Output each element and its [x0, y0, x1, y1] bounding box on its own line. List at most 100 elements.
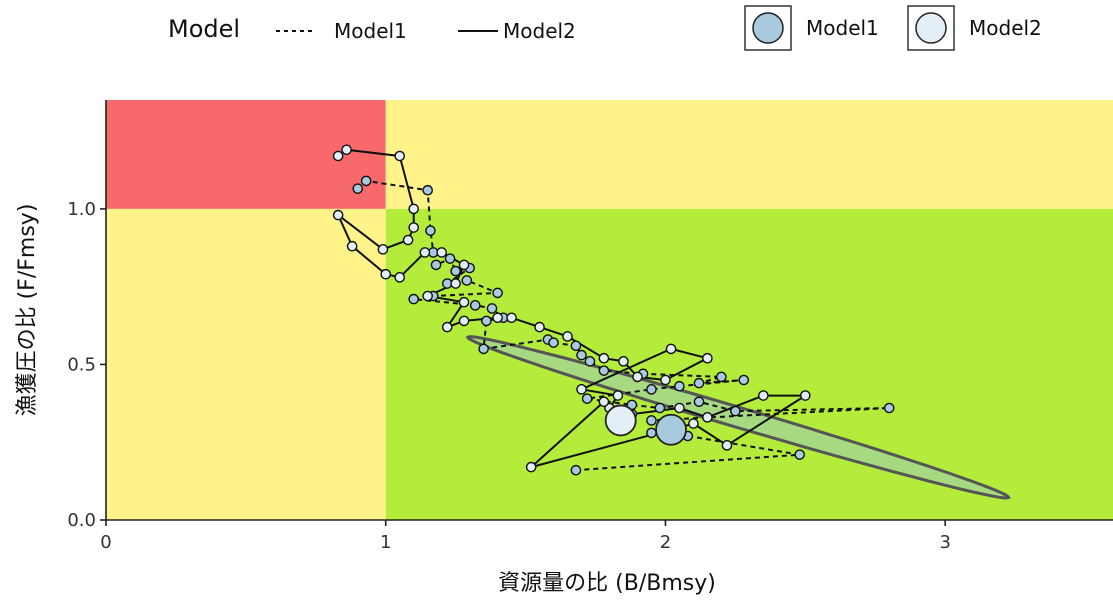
data-point-model2 [618, 356, 629, 367]
current-point-model1 [655, 413, 687, 446]
data-point-model1 [422, 184, 433, 196]
data-point-model2 [632, 371, 643, 383]
data-point-model2 [758, 390, 769, 401]
y-tick-label: 0.0 [67, 510, 96, 531]
confidence-ellipse [465, 335, 1011, 500]
data-point-model2 [394, 272, 406, 283]
data-point-model2 [341, 144, 352, 156]
legend-fill-label-2: Model2 [969, 16, 1042, 40]
data-point-model1 [481, 315, 492, 327]
x-tick-label: 0 [100, 532, 111, 553]
data-point-model2 [377, 244, 389, 255]
data-point-model2 [674, 402, 685, 414]
data-point-model1 [584, 356, 596, 367]
legend-title: Model [168, 15, 240, 43]
data-point-model1 [492, 287, 503, 299]
data-point-model1 [730, 405, 741, 417]
data-point-model1 [461, 275, 473, 286]
data-point-model2 [612, 390, 624, 401]
data-point-model1 [581, 393, 593, 404]
data-point-model1 [674, 380, 685, 392]
data-point-model1 [738, 374, 750, 386]
data-point-model2 [665, 343, 677, 355]
data-point-model1 [360, 175, 372, 187]
axes: 0 1 2 3 0.0 0.5 1.0 [67, 100, 1113, 553]
data-point-model2 [332, 209, 344, 221]
data-point-model2 [562, 331, 573, 342]
legend-fill-swatch-1 [752, 12, 784, 44]
data-point-model2 [441, 321, 453, 333]
data-point-model2 [332, 150, 344, 162]
data-point-model2 [800, 390, 811, 401]
data-point-model2 [721, 440, 733, 451]
legend-linetype-label-1: Model1 [334, 19, 407, 43]
data-point-model2 [458, 296, 470, 308]
data-point-model2 [702, 352, 713, 364]
zone-overfished_overfishing [106, 100, 386, 209]
data-point-model2 [688, 418, 699, 429]
confidence-ellipse-layer [465, 335, 1011, 500]
x-tick-label: 1 [380, 532, 391, 553]
current-point-model2 [604, 404, 637, 437]
data-point-model1 [693, 396, 705, 408]
data-point-model1 [883, 402, 895, 414]
data-point-model1 [576, 349, 587, 361]
trajectory-points [332, 144, 895, 476]
data-point-model1 [716, 371, 727, 383]
data-point-model2 [380, 268, 392, 280]
data-point-model2 [436, 247, 447, 258]
data-point-model1 [693, 377, 705, 389]
y-tick-label: 1.0 [67, 199, 96, 220]
data-point-model2 [506, 312, 517, 324]
data-point-model1 [570, 464, 582, 476]
data-point-model1 [478, 343, 489, 355]
y-axis-title: 漁獲圧の比 (F/Fmsy) [15, 204, 40, 417]
data-point-model2 [346, 240, 358, 252]
data-point-model2 [408, 222, 419, 233]
y-tick-label: 0.5 [67, 354, 96, 375]
data-point-model1 [570, 340, 582, 352]
data-point-model1 [486, 303, 498, 314]
zone-healthy [385, 208, 1113, 520]
data-point-model1 [444, 253, 456, 264]
data-point-model2 [408, 203, 419, 215]
data-point-model2 [598, 352, 610, 364]
data-point-model1 [646, 427, 657, 439]
data-point-model2 [422, 290, 433, 302]
data-point-model1 [450, 265, 461, 277]
zone-overfishing [385, 100, 1113, 209]
data-point-model1 [794, 449, 806, 460]
status-zones [106, 100, 1113, 520]
zone-overfished [106, 208, 386, 520]
data-point-model1 [654, 402, 666, 414]
data-point-model2 [402, 234, 414, 246]
data-point-model1 [469, 300, 481, 311]
data-point-model2 [576, 384, 587, 395]
data-point-model2 [394, 150, 406, 162]
x-tick-label: 3 [939, 532, 950, 553]
legend-fill-swatch-2 [915, 12, 947, 44]
data-point-model2 [598, 396, 610, 408]
data-point-model2 [702, 412, 713, 423]
legend-linetype-label-2: Model2 [503, 19, 576, 43]
data-point-model1 [352, 183, 364, 194]
data-point-model1 [425, 225, 436, 236]
legend-fill-label-1: Model1 [806, 16, 879, 40]
data-point-model2 [660, 374, 671, 386]
data-point-model2 [458, 315, 470, 327]
data-point-model1 [408, 293, 419, 305]
x-axis-title: 資源量の比 (B/Bmsy) [498, 571, 716, 596]
data-point-model1 [548, 337, 559, 348]
data-point-model2 [450, 278, 461, 289]
fill-legend: Model1 Model2 [744, 5, 1042, 51]
data-point-model2 [492, 312, 503, 324]
data-point-model2 [458, 259, 470, 271]
data-point-model2 [534, 321, 545, 333]
data-point-model2 [419, 247, 431, 258]
linetype-legend: Model Model1 Model2 [168, 15, 576, 43]
data-point-model2 [525, 461, 537, 473]
data-point-model1 [646, 384, 657, 395]
data-point-model1 [430, 259, 442, 271]
data-point-model1 [598, 365, 610, 376]
